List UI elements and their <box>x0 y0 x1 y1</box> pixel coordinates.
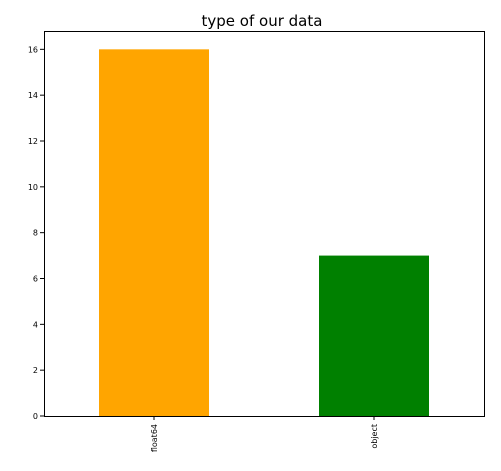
y-tick-label: 2 <box>33 366 38 375</box>
y-axis: 0 2 4 6 8 10 12 14 16 <box>28 45 44 421</box>
y-tick-label: 6 <box>33 275 38 284</box>
y-tick-label: 0 <box>33 412 38 421</box>
x-axis: float64 object <box>150 416 379 452</box>
y-tick-label: 14 <box>28 91 38 100</box>
y-tick-label: 10 <box>28 183 38 192</box>
y-tick-label: 4 <box>33 320 38 329</box>
x-tick-label: float64 <box>150 424 159 452</box>
bars-group <box>99 49 429 416</box>
y-tick-label: 16 <box>28 45 38 54</box>
bar-float64 <box>99 49 209 416</box>
bar-object <box>319 255 429 416</box>
y-tick-label: 8 <box>33 229 38 238</box>
x-tick-label: object <box>370 424 379 449</box>
plot-area-frame <box>44 31 485 417</box>
chart-title: type of our data <box>202 12 323 30</box>
y-tick-label: 12 <box>28 137 38 146</box>
